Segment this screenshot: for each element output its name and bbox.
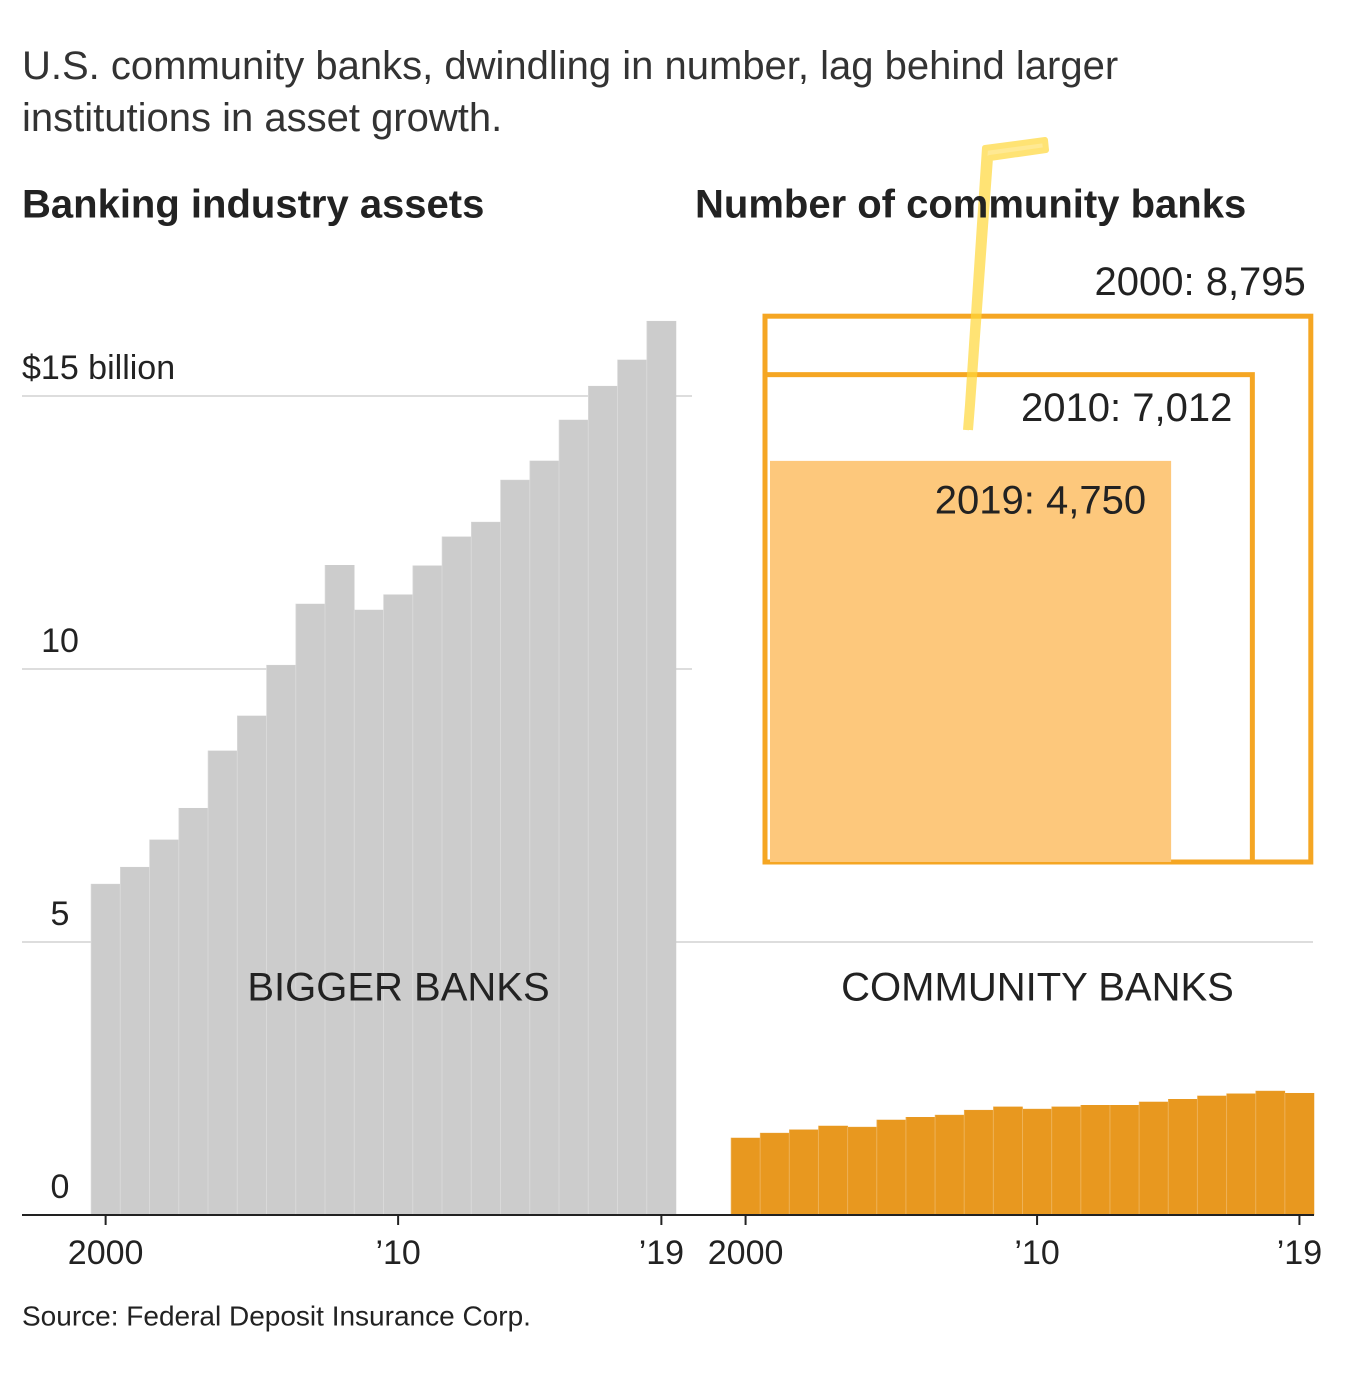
marks	[90, 313, 1315, 1216]
bar	[1168, 1098, 1198, 1216]
x-tick-label: ’19	[639, 1234, 684, 1272]
bar	[266, 664, 296, 1216]
x-tick-label: 2000	[68, 1234, 144, 1272]
source: Source: Federal Deposit Insurance Corp.	[22, 1300, 531, 1331]
x-tick-label: ’19	[1277, 1234, 1322, 1272]
bar	[934, 1114, 965, 1216]
chart-title: Number of community banks	[695, 183, 1246, 227]
bar	[324, 565, 355, 1216]
headline: U.S. community banks, dwindling in numbe…	[22, 44, 1119, 140]
bar	[1284, 1092, 1315, 1216]
value-label: 2010: 7,012	[1021, 386, 1232, 430]
bar	[1226, 1093, 1256, 1216]
bar	[730, 1137, 761, 1216]
chart-title: Banking industry assets	[22, 183, 484, 227]
y-tick-label: $15 billion	[22, 349, 175, 387]
y-tick-label: 10	[41, 622, 79, 660]
bar	[588, 385, 618, 1216]
bar	[876, 1119, 907, 1216]
highlighter-stroke	[963, 137, 1049, 431]
bar	[1080, 1105, 1111, 1216]
bar	[295, 603, 326, 1216]
y-tick-label: 0	[51, 1168, 70, 1206]
x-tick-label: 2000	[708, 1234, 784, 1272]
bar	[471, 521, 501, 1216]
series-label: COMMUNITY BANKS	[841, 966, 1234, 1010]
value-label: 2000: 8,795	[1094, 260, 1305, 304]
bar	[818, 1125, 848, 1216]
bar	[529, 460, 560, 1216]
bar	[178, 807, 209, 1216]
bar	[1197, 1095, 1227, 1216]
bar	[207, 750, 238, 1216]
bar	[558, 419, 589, 1216]
bar	[500, 479, 530, 1216]
x-tick-label: ’10	[375, 1234, 420, 1272]
bar	[759, 1132, 790, 1216]
bar	[993, 1106, 1023, 1216]
bar	[120, 866, 150, 1216]
bar	[383, 594, 413, 1216]
bar	[646, 320, 677, 1216]
bar	[1138, 1101, 1169, 1216]
bar	[617, 359, 647, 1216]
bar	[354, 609, 384, 1216]
x-tick-label: ’10	[1014, 1234, 1059, 1272]
bar	[1022, 1108, 1052, 1216]
bar	[237, 715, 267, 1216]
bar	[1051, 1106, 1082, 1216]
bar	[90, 883, 121, 1216]
bar	[1255, 1090, 1286, 1216]
series-label: BIGGER BANKS	[247, 966, 549, 1010]
bar	[149, 839, 179, 1216]
bar	[789, 1129, 819, 1216]
bar	[847, 1126, 877, 1216]
bar	[412, 565, 443, 1216]
value-label: 2019: 4,750	[935, 478, 1146, 522]
bar	[963, 1109, 994, 1216]
bar	[1109, 1105, 1140, 1216]
bar	[441, 536, 472, 1216]
bar	[905, 1117, 936, 1216]
area-square	[770, 460, 1172, 862]
y-tick-label: 5	[51, 895, 70, 933]
